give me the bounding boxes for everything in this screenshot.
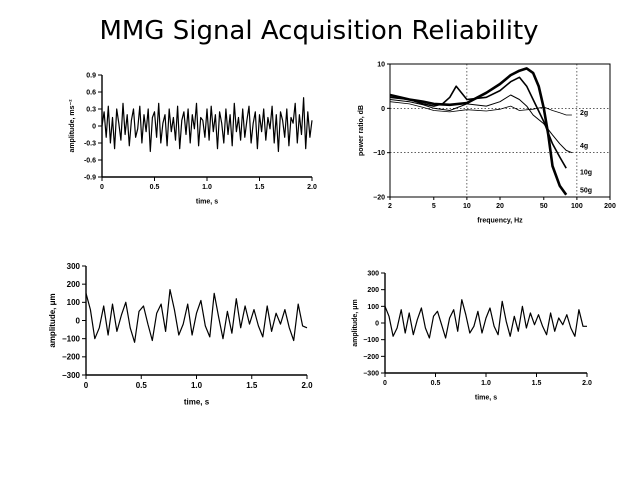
x-tick-label: 2.0 (582, 380, 592, 387)
x-axis-title: time, s (475, 394, 497, 401)
y-axis-title: power ratio, dB (358, 105, 365, 156)
x-tick-label: 1.0 (202, 184, 212, 191)
x-axis-title: time, s (184, 398, 210, 407)
x-tick-label: 100 (571, 203, 583, 210)
y-tick-label: −300 (363, 370, 379, 377)
legend-label-50g: 50g (580, 187, 592, 194)
y-tick-label: 300 (67, 262, 81, 271)
x-tick-label: 1.0 (481, 380, 491, 387)
y-tick-label: −20 (373, 194, 385, 201)
x-tick-label: 0.5 (431, 380, 441, 387)
y-tick-label: 0 (92, 123, 96, 130)
y-tick-label: 0.3 (86, 106, 96, 113)
y-tick-label: −100 (62, 334, 81, 343)
y-tick-label: 10 (377, 61, 385, 68)
y-tick-label: -0.9 (84, 174, 96, 181)
y-tick-label: −200 (363, 354, 379, 361)
slide-title: MMG Signal Acquisition Reliability (99, 16, 539, 46)
y-tick-label: 200 (67, 280, 81, 289)
y-tick-label: −100 (363, 337, 379, 344)
x-tick-label: 2.0 (307, 184, 317, 191)
y-tick-label: 0 (375, 320, 379, 327)
y-tick-label: −200 (62, 353, 81, 362)
legend-label-2g: 2g (580, 110, 588, 117)
x-axis-title: frequency, Hz (477, 217, 523, 224)
x-tick-label: 10 (463, 203, 471, 210)
y-tick-label: −10 (373, 150, 385, 157)
y-tick-label: −300 (62, 371, 81, 380)
y-axis-title: amplitude, μm (352, 299, 359, 346)
chart-disp2: 0 0.5 1.0 1.5 2.0 300 200 100 0 −100 −200 −300 time,… (352, 270, 592, 401)
y-tick-label: 0 (76, 316, 81, 325)
y-tick-label: 0 (381, 106, 385, 113)
chart-acc: 0 0.5 1.0 1.5 2.0 0.9 0.6 0.3 0 -0.3 -0.6 -0.9 time,… (69, 72, 317, 205)
y-tick-label: -0.6 (84, 157, 96, 164)
x-tick-label: 2.0 (301, 381, 313, 390)
x-tick-label: 0.5 (136, 381, 148, 390)
y-tick-label: 200 (367, 287, 379, 294)
x-tick-label: 200 (604, 203, 616, 210)
y-tick-label: 0.6 (86, 89, 96, 96)
y-axis-title: amplitude, ms⁻² (69, 99, 76, 153)
chart-disp1: 0 0.5 1.0 1.5 2.0 300 200 100 0 −100 −200 −300 time,… (48, 262, 313, 407)
x-tick-label: 20 (496, 203, 504, 210)
y-axis-title: amplitude, μm (48, 293, 57, 347)
series-line-signal (384, 299, 587, 339)
x-tick-label: 50 (540, 203, 548, 210)
x-tick-label: 0 (383, 380, 387, 387)
x-tick-label: 0.5 (150, 184, 160, 191)
series-line-10g (389, 76, 567, 169)
series-line-2g (389, 101, 572, 116)
x-tick-label: 2 (388, 203, 392, 210)
series-line-4g (389, 94, 573, 154)
x-tick-label: 1.5 (532, 380, 542, 387)
legend-label-10g: 10g (580, 170, 592, 177)
series-line-50g (389, 67, 568, 196)
x-axis-title: time, s (196, 198, 218, 205)
y-tick-label: 300 (367, 270, 379, 277)
x-tick-label: 1.5 (246, 381, 258, 390)
y-tick-label: -0.3 (84, 140, 96, 147)
x-tick-label: 0 (100, 184, 104, 191)
x-tick-label: 1.0 (191, 381, 203, 390)
x-tick-label: 1.5 (255, 184, 265, 191)
series-line-signal (101, 97, 313, 153)
y-tick-label: 100 (67, 298, 81, 307)
x-tick-label: 5 (432, 203, 436, 210)
legend-label-4g: 4g (580, 143, 588, 150)
series-line-signal (85, 289, 308, 343)
y-tick-label: 100 (367, 304, 379, 311)
y-tick-label: 0.9 (86, 72, 96, 79)
x-tick-label: 0 (84, 381, 89, 390)
